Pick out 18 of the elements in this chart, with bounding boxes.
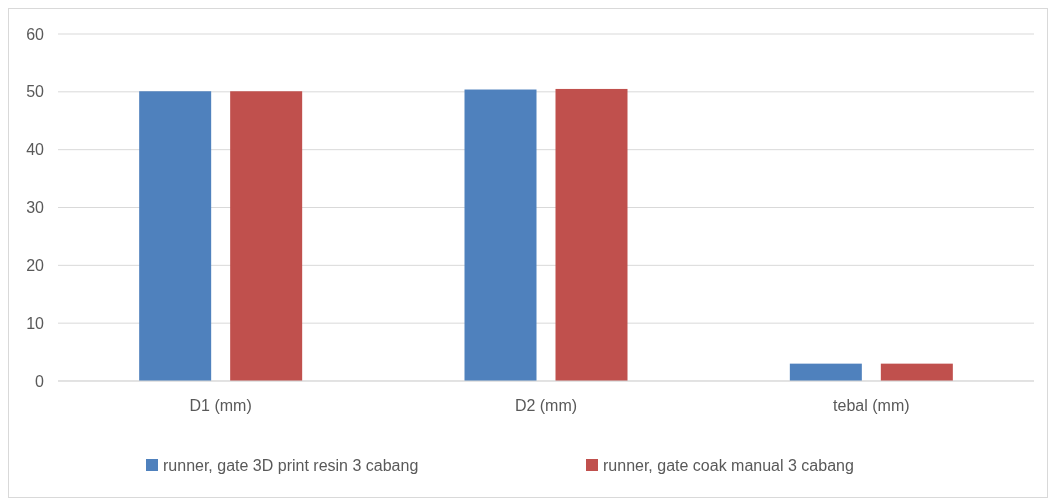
x-tick-label: tebal (mm) [833, 397, 910, 414]
y-tick-label: 10 [26, 314, 45, 332]
y-tick-label: 60 [26, 25, 45, 43]
bar [555, 88, 628, 381]
y-tick-label: 50 [26, 83, 45, 101]
y-tick-label: 40 [26, 141, 45, 159]
x-tick-label: D2 (mm) [514, 397, 578, 414]
y-tick-label: 30 [26, 199, 45, 217]
x-tick-label: D1 (mm) [189, 397, 252, 414]
bar [230, 91, 303, 381]
legend-label: runner, gate 3D print resin 3 cabang [163, 456, 419, 474]
bar [880, 363, 953, 381]
y-tick-label: 0 [35, 372, 45, 390]
legend-label: runner, gate coak manual 3 cabang [603, 456, 854, 474]
y-tick-label: 20 [26, 256, 45, 274]
bar [464, 89, 537, 381]
bar [789, 363, 862, 381]
bar [139, 91, 212, 381]
